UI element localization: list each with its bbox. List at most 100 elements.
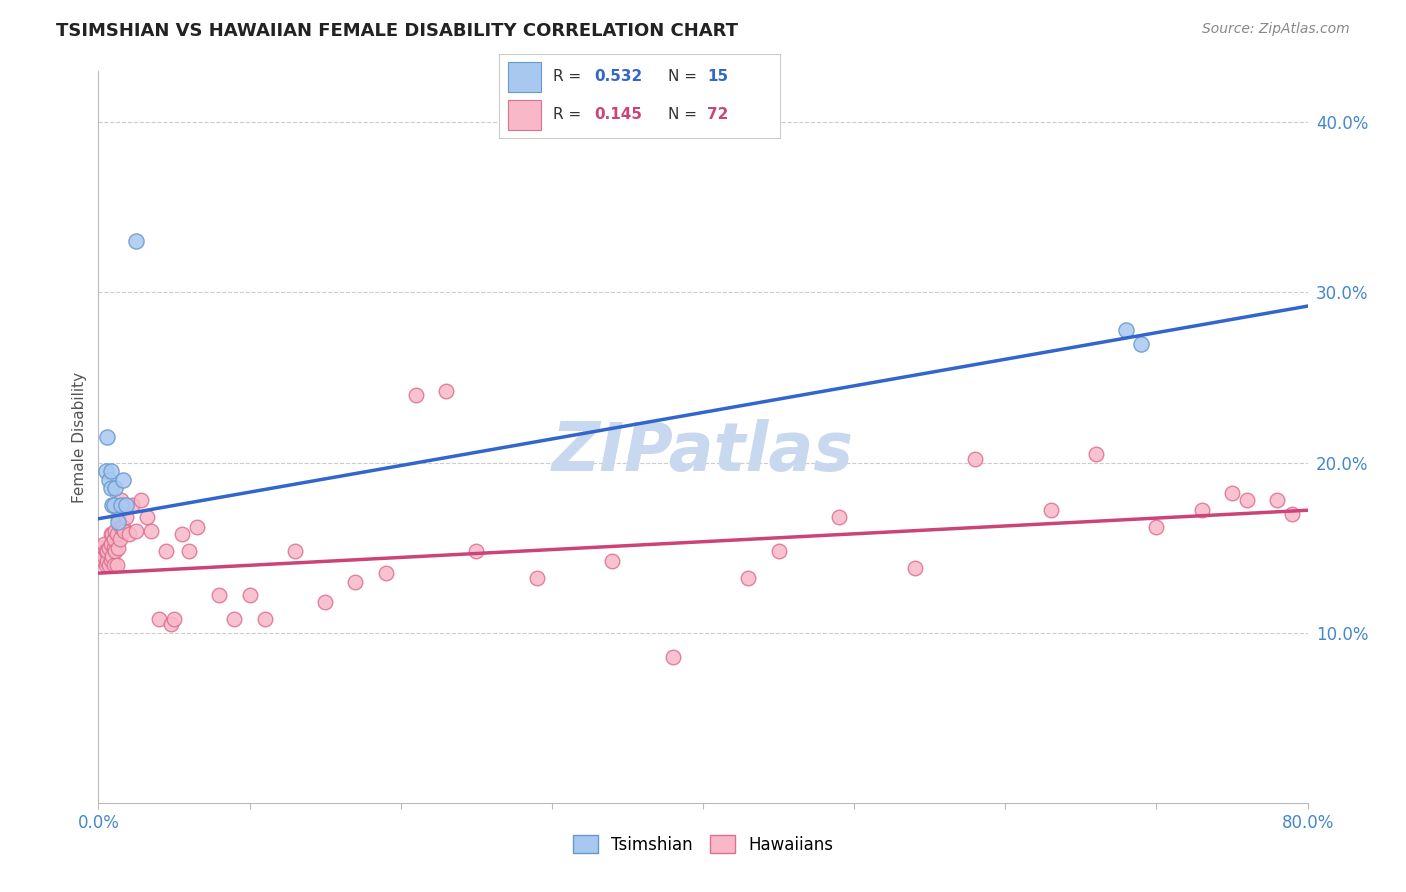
Y-axis label: Female Disability: Female Disability [72,371,87,503]
Point [344,574,367,589]
Point [114,498,136,512]
Point [526,571,548,585]
Point [94,464,117,478]
Point [434,384,457,399]
Text: TSIMSHIAN VS HAWAIIAN FEMALE DISABILITY CORRELATION CHART: TSIMSHIAN VS HAWAIIAN FEMALE DISABILITY … [56,22,738,40]
Point [100,527,122,541]
Point [94,558,117,572]
Point [737,571,759,585]
Text: R =: R = [553,107,586,122]
Point [141,524,163,538]
Point [103,498,125,512]
Point [100,537,122,551]
Point [1281,507,1303,521]
Point [103,558,125,572]
Point [100,481,122,495]
Point [105,527,128,541]
Point [112,524,135,538]
Point [103,541,125,555]
Point [100,464,122,478]
Point [155,544,177,558]
Point [1115,323,1137,337]
Text: Source: ZipAtlas.com: Source: ZipAtlas.com [1202,22,1350,37]
Point [1191,503,1213,517]
Point [98,558,121,572]
Text: R =: R = [553,70,586,85]
Legend: Tsimshian, Hawaiians: Tsimshian, Hawaiians [567,829,839,860]
Point [129,493,152,508]
Text: 15: 15 [707,70,728,85]
Point [90,541,112,555]
Point [179,544,201,558]
Bar [508,62,541,92]
Point [160,617,183,632]
Point [107,515,129,529]
Point [125,524,148,538]
Text: 72: 72 [707,107,728,122]
Point [96,554,118,568]
Point [208,588,231,602]
Point [96,430,118,444]
Text: ZIPatlas: ZIPatlas [553,418,853,484]
Point [965,452,987,467]
Point [1085,447,1108,461]
Point [114,510,136,524]
Point [1267,493,1289,508]
Bar [508,100,541,130]
Point [314,595,336,609]
Point [110,520,132,534]
Point [118,527,141,541]
Point [107,541,129,555]
Point [1039,503,1062,517]
Point [110,493,132,508]
Point [91,552,114,566]
Point [101,549,124,563]
Point [104,481,127,495]
Point [135,510,157,524]
Point [101,527,124,541]
Point [224,612,246,626]
Point [148,612,170,626]
Point [602,554,624,568]
Point [163,612,186,626]
Text: 0.145: 0.145 [595,107,643,122]
Point [828,510,851,524]
Point [110,498,132,512]
Point [111,473,134,487]
Point [465,544,488,558]
Point [239,588,262,602]
Point [374,566,396,581]
Point [904,561,927,575]
Point [1236,493,1258,508]
Point [93,537,115,551]
Point [108,532,131,546]
Text: N =: N = [668,70,702,85]
Point [96,544,118,558]
Point [253,612,276,626]
Point [94,544,117,558]
Point [101,498,124,512]
Point [768,544,790,558]
Point [1130,336,1153,351]
Point [108,503,131,517]
Point [1144,520,1167,534]
Text: 0.532: 0.532 [595,70,643,85]
Point [104,544,127,558]
Point [98,473,121,487]
Text: N =: N = [668,107,702,122]
Point [186,520,208,534]
Point [121,498,143,512]
Point [104,524,127,538]
Point [98,541,121,555]
Point [284,544,307,558]
Point [103,532,125,546]
Point [100,552,122,566]
Point [107,510,129,524]
Point [105,558,128,572]
Point [170,527,193,541]
Point [93,549,115,563]
Point [111,520,134,534]
Point [661,649,683,664]
Point [91,544,114,558]
Point [125,235,148,249]
